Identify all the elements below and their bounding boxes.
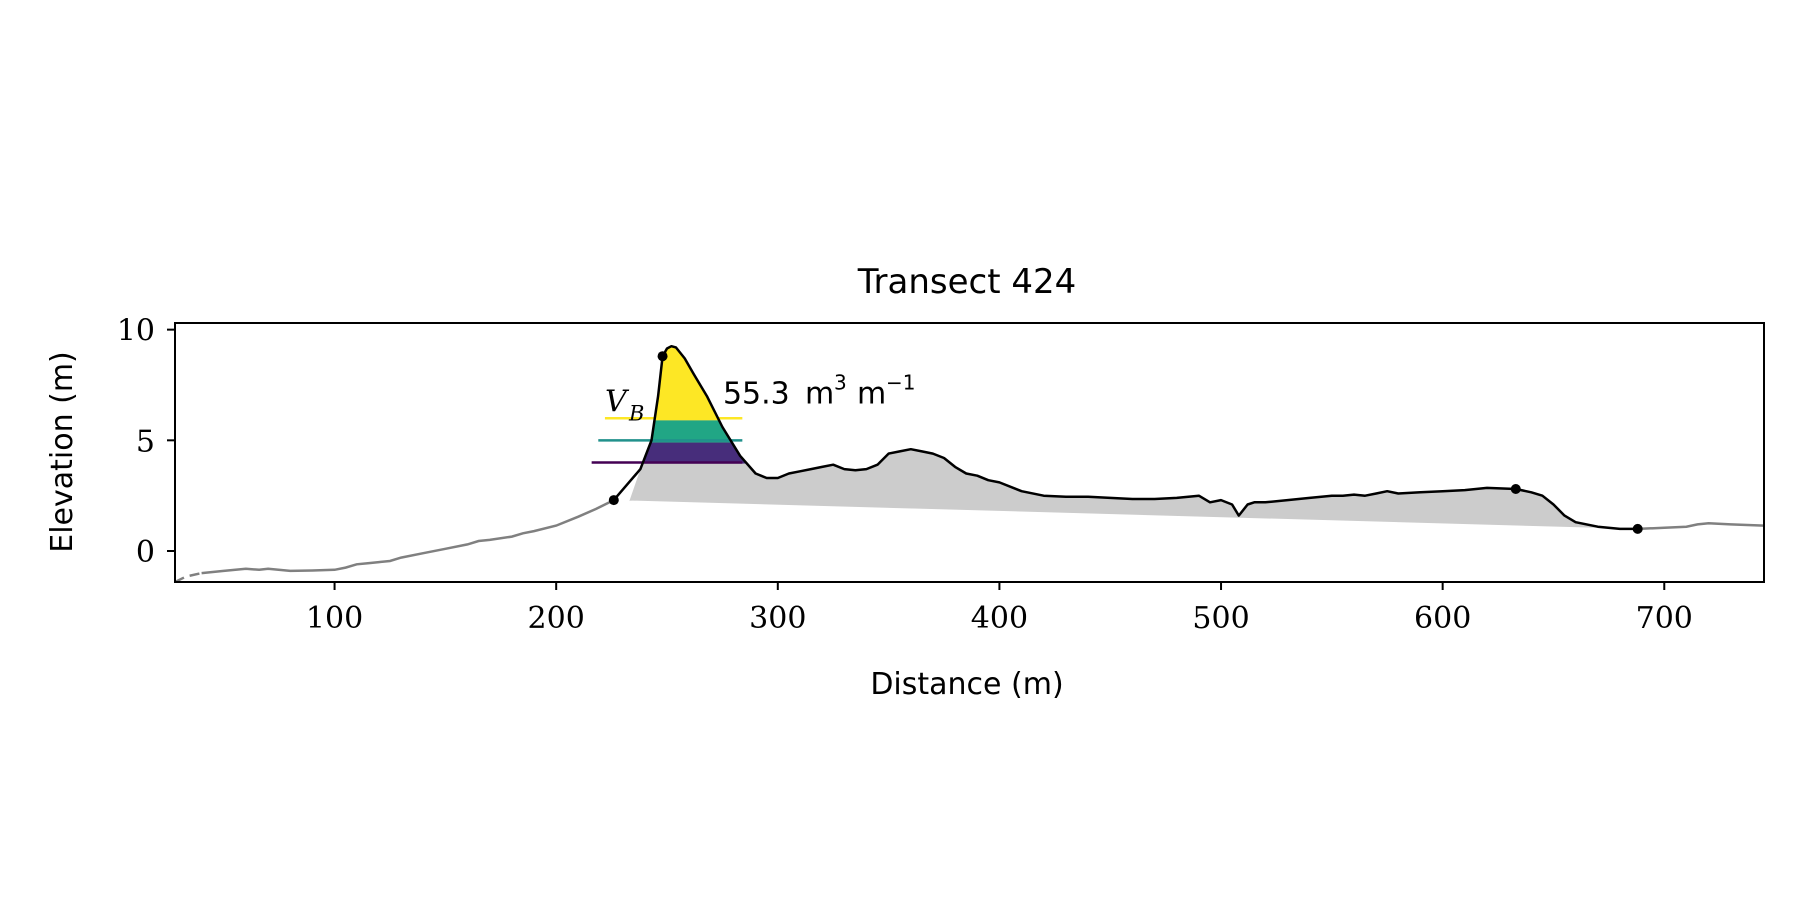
profile-line (201, 498, 615, 575)
annotation-subscript: B (628, 402, 644, 426)
marker-4 (1632, 523, 1643, 534)
chart-title: Transect 424 (857, 262, 1077, 302)
y-axis: 0 5 10 (117, 314, 175, 570)
y-tick-label: 10 (117, 314, 155, 349)
x-tick-label: 300 (749, 601, 806, 636)
profile-line-start (175, 571, 202, 582)
dune-profile-line (612, 344, 1638, 531)
x-tick-label: 200 (528, 601, 585, 636)
axes-frame (174, 322, 1765, 583)
y-tick-label: 0 (136, 535, 155, 570)
annotation-per-exponent: −1 (886, 371, 915, 395)
x-tick-label: 100 (306, 601, 363, 636)
annotation-symbol: V (605, 385, 630, 420)
y-tick-label: 5 (136, 424, 155, 459)
x-axis: 100 200 300 400 500 600 700 (306, 582, 1693, 636)
seaward-profile-line (1637, 522, 1764, 531)
marker-2 (657, 351, 668, 362)
x-axis-label: Distance (m) (870, 667, 1063, 702)
annotation-unit: m (805, 377, 834, 412)
x-tick-label: 700 (1636, 601, 1693, 636)
plot-area (175, 344, 1764, 582)
annotation-per-unit: m (857, 377, 886, 412)
marker-1 (608, 495, 619, 506)
x-tick-label: 400 (971, 601, 1028, 636)
dune-volume-fill (629, 346, 1598, 528)
y-axis-label: Elevation (m) (45, 351, 80, 553)
x-tick-label: 600 (1414, 601, 1471, 636)
annotation: V B55.3 m 3 m −1 (605, 371, 915, 426)
annotation-value: 55.3 (723, 377, 790, 412)
annotation-unit-exponent: 3 (834, 371, 847, 395)
marker-3 (1510, 484, 1521, 495)
x-tick-label: 500 (1192, 601, 1249, 636)
